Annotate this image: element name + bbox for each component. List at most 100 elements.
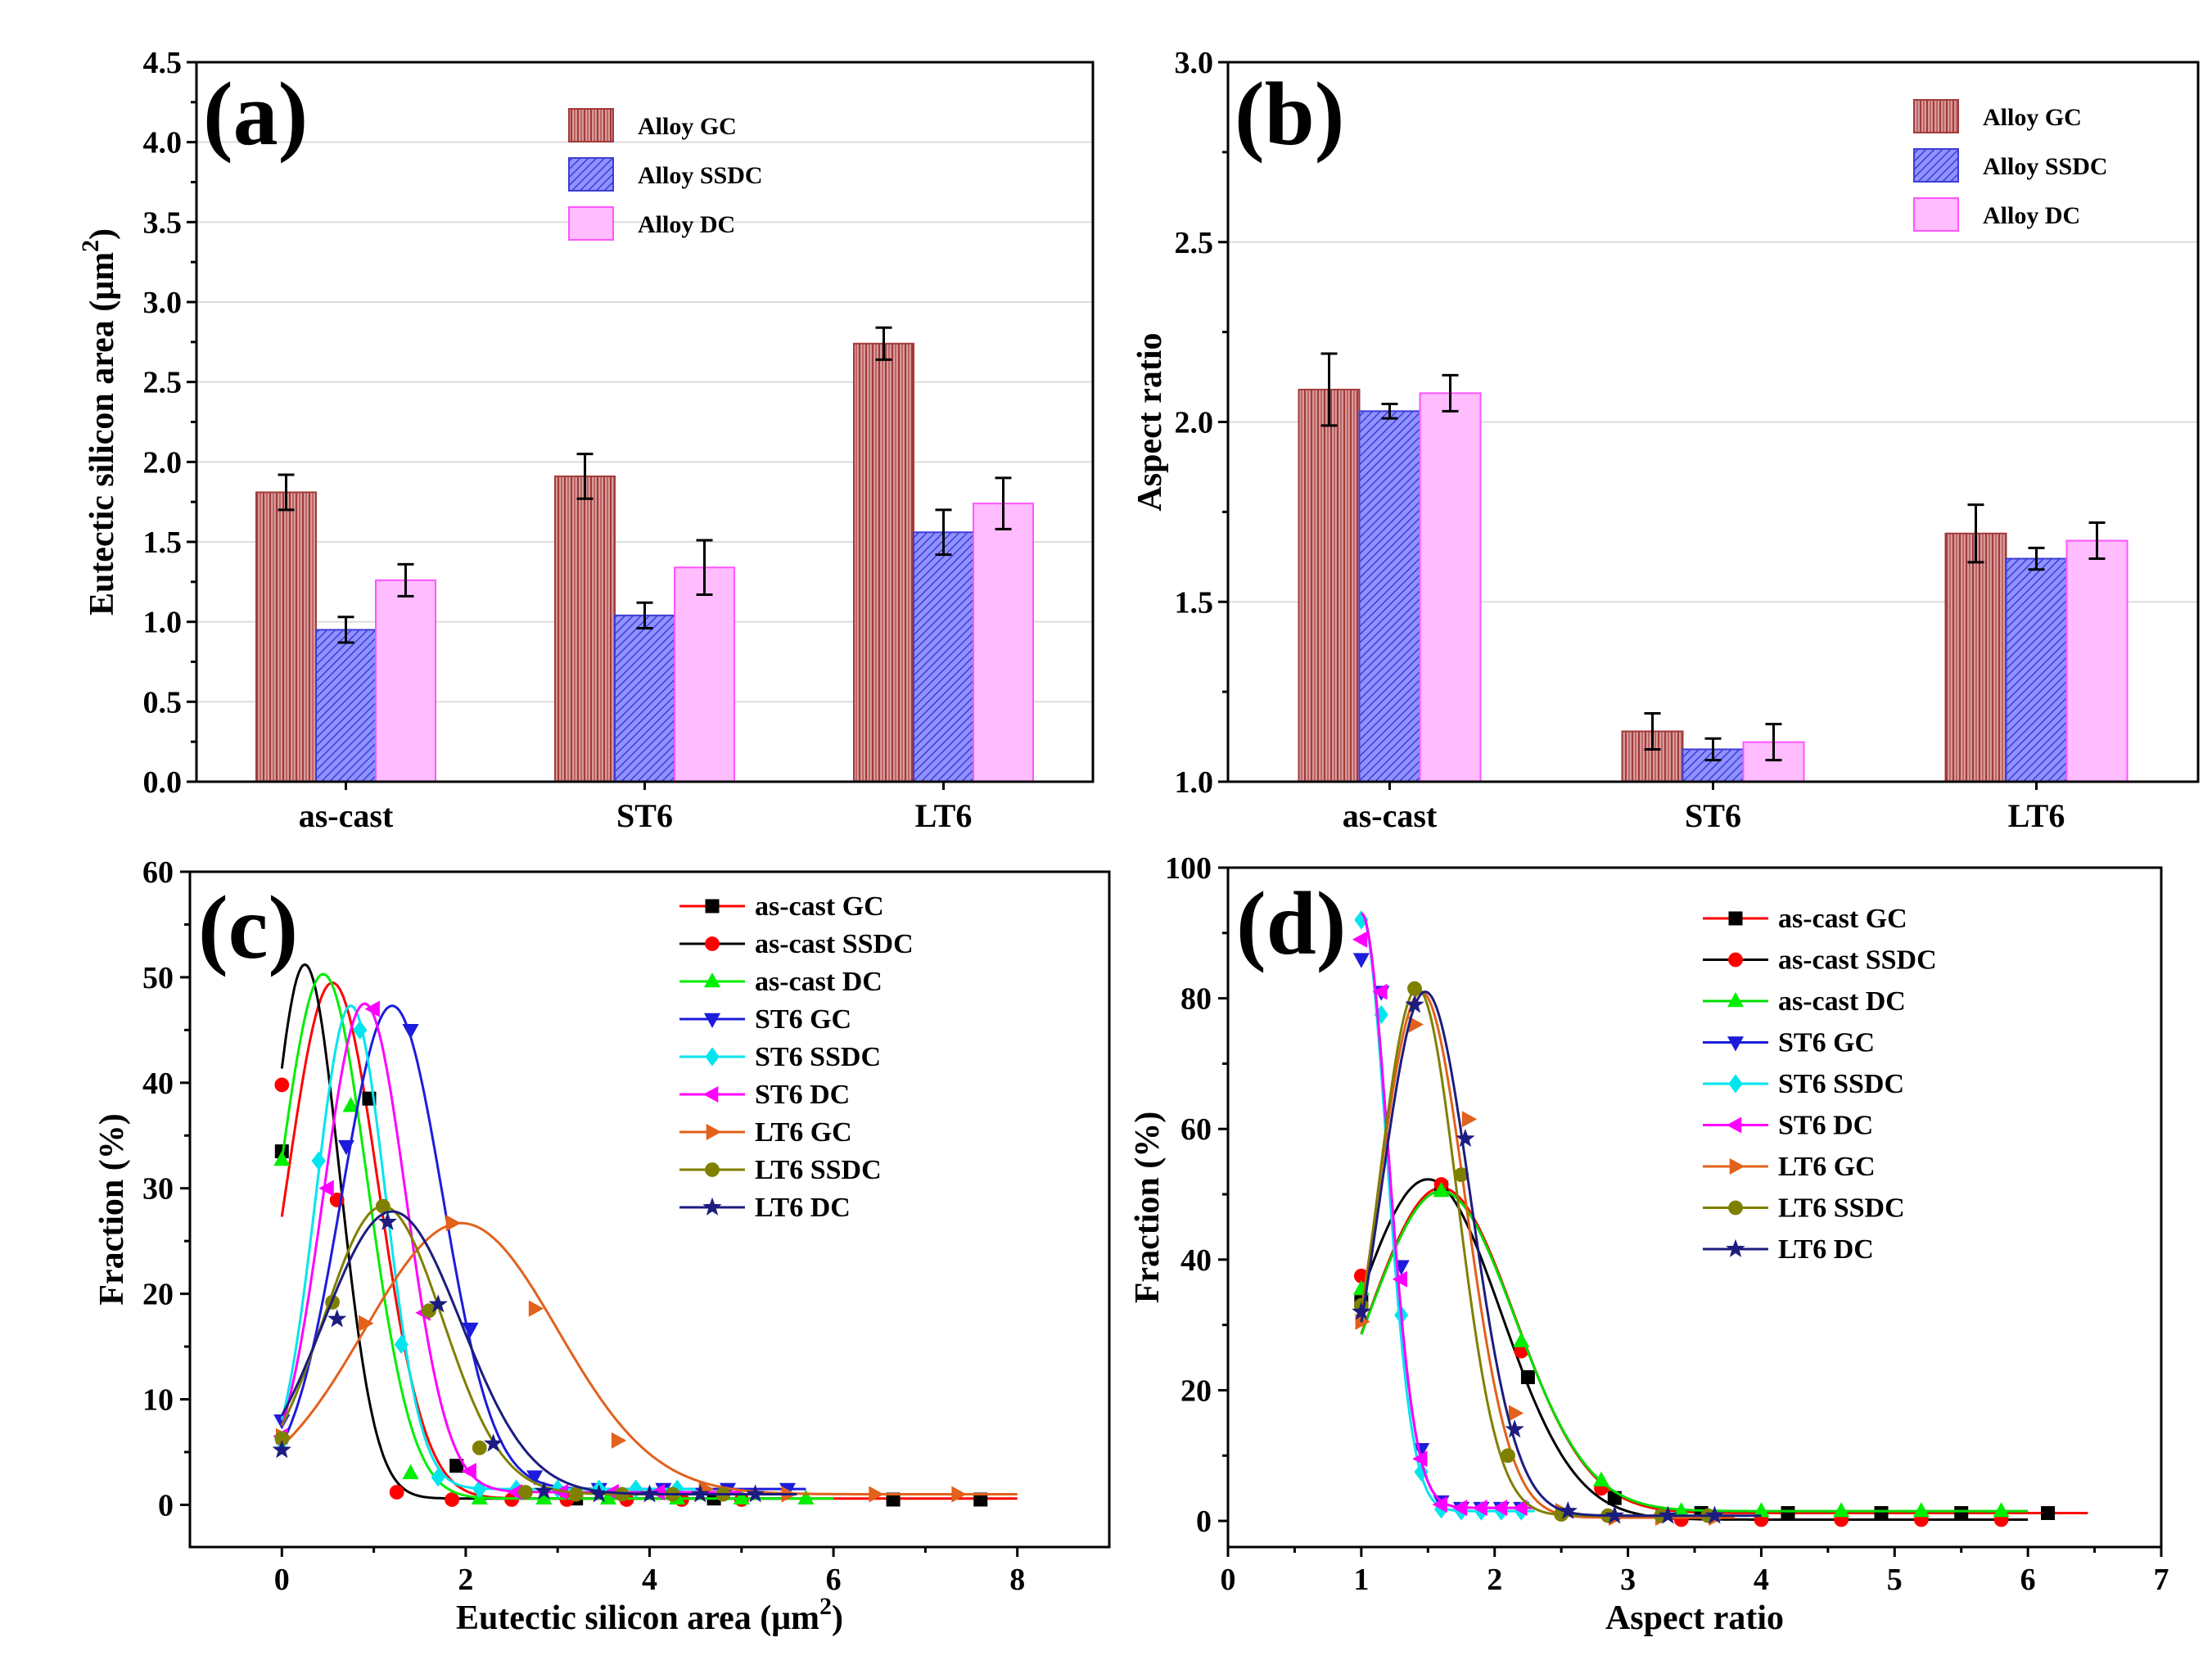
point-as-cast-dc bbox=[1433, 1182, 1450, 1198]
y-tick-label: 20 bbox=[142, 1278, 174, 1312]
legend-label-alloy-ssdc: Alloy SSDC bbox=[1983, 153, 2108, 180]
point-st6-dc bbox=[461, 1463, 476, 1480]
y-tick-label: 2.0 bbox=[143, 445, 183, 480]
legend-marker-st6-gc bbox=[703, 1013, 721, 1029]
x-tick-label: 5 bbox=[1887, 1563, 1903, 1597]
axes-frame bbox=[1226, 866, 2163, 1549]
error-bar-alloy-ssdc-st6 bbox=[1704, 737, 1722, 762]
legend-swatch-alloy-ssdc bbox=[1913, 148, 1959, 183]
point-lt6-ssdc bbox=[1407, 981, 1422, 996]
legend-label-st6-gc: ST6 GC bbox=[1778, 1028, 1875, 1058]
legend-swatch-alloy-dc bbox=[1913, 197, 1959, 232]
y-tick-label: 0.0 bbox=[143, 765, 183, 800]
y-tick-label: 3.0 bbox=[1175, 46, 1214, 80]
point-lt6-ssdc bbox=[422, 1303, 436, 1319]
x-tick-label: ST6 bbox=[616, 797, 673, 834]
point-st6-dc bbox=[1372, 983, 1388, 1000]
legend-marker-as-cast-ssdc bbox=[1728, 952, 1743, 968]
legend-marker-st6-dc bbox=[702, 1085, 719, 1103]
point-st6-gc bbox=[402, 1024, 419, 1040]
point-lt6-gc bbox=[951, 1486, 967, 1503]
x-tick-label: 4 bbox=[642, 1563, 657, 1597]
curve-lt6-dc bbox=[280, 1210, 797, 1495]
point-lt6-dc bbox=[534, 1481, 554, 1500]
y-tick-label: 3.5 bbox=[143, 205, 183, 240]
point-lt6-dc bbox=[272, 1440, 291, 1459]
curve-as-cast-dc bbox=[1360, 1189, 2029, 1513]
point-st6-dc bbox=[1451, 1500, 1468, 1517]
error-bar-alloy-gc-lt6 bbox=[1967, 503, 1984, 564]
series-lt6-dc bbox=[1352, 990, 1762, 1524]
point-as-cast-gc bbox=[2041, 1506, 2056, 1520]
bar-alloy-dc-as-cast bbox=[375, 579, 436, 783]
point-as-cast-gc bbox=[886, 1492, 901, 1507]
bar-alloy-ssdc-lt6 bbox=[2005, 557, 2068, 783]
y-tick-label: 2.5 bbox=[1175, 226, 1214, 260]
series-as-cast-gc bbox=[1354, 1180, 2088, 1520]
y-axis-label-sup: 2 bbox=[77, 240, 104, 252]
y-tick-label: 0 bbox=[1196, 1504, 1212, 1539]
error-bar-alloy-ssdc-as-cast bbox=[337, 616, 354, 644]
legend-label-as-cast-gc: as-cast GC bbox=[755, 891, 884, 922]
bar-alloy-gc-as-cast bbox=[255, 491, 317, 783]
series-lt6-dc bbox=[272, 1210, 797, 1503]
series-as-cast-ssdc bbox=[274, 963, 788, 1507]
curve-lt6-dc bbox=[1360, 990, 1762, 1518]
legend-label-st6-dc: ST6 DC bbox=[1778, 1111, 1873, 1141]
series-st6-ssdc bbox=[1354, 910, 1535, 1521]
point-st6-ssdc bbox=[472, 1479, 487, 1499]
y-tick-label: 10 bbox=[142, 1383, 174, 1418]
bar-alloy-gc-lt6 bbox=[1944, 532, 2007, 783]
error-bar-alloy-gc-lt6 bbox=[875, 326, 892, 361]
x-tick-label: 6 bbox=[2020, 1563, 2036, 1597]
error-bar-alloy-dc-lt6 bbox=[995, 476, 1012, 530]
point-st6-dc bbox=[1412, 1450, 1428, 1468]
series-lt6-gc bbox=[1355, 990, 1735, 1527]
error-bar-alloy-dc-as-cast bbox=[397, 562, 414, 598]
point-as-cast-dc bbox=[733, 1489, 750, 1504]
legend-marker-lt6-ssdc bbox=[705, 1162, 720, 1177]
series-as-cast-dc bbox=[1352, 1182, 2029, 1518]
x-tick-label: 0 bbox=[1221, 1563, 1236, 1597]
x-axis-label: Eutectic silicon area (μm2) bbox=[456, 1593, 843, 1637]
curve-as-cast-dc bbox=[280, 972, 834, 1500]
point-st6-gc bbox=[1352, 953, 1370, 968]
panel-c-chart: 0 2 4 6 8 0 10 20 30 40 50 60 Eutectic silicon area … bbox=[93, 855, 1111, 1637]
point-lt6-ssdc bbox=[517, 1485, 533, 1500]
point-as-cast-dc bbox=[1833, 1502, 1850, 1518]
legend-label-as-cast-ssdc: as-cast SSDC bbox=[755, 929, 914, 959]
legend-label-lt6-gc: LT6 GC bbox=[755, 1117, 852, 1148]
point-st6-ssdc bbox=[353, 1020, 368, 1040]
bar-alloy-dc-lt6 bbox=[973, 503, 1034, 783]
bar-alloy-ssdc-as-cast bbox=[1358, 410, 1421, 783]
legend-marker-st6-gc bbox=[1727, 1036, 1745, 1052]
legend-marker-as-cast-gc bbox=[705, 899, 720, 913]
legend-label-alloy-ssdc: Alloy SSDC bbox=[638, 162, 763, 189]
series-lt6-gc bbox=[276, 1215, 1018, 1503]
point-lt6-gc bbox=[611, 1432, 627, 1449]
legend-marker-st6-dc bbox=[1726, 1116, 1742, 1134]
y-tick-label: 40 bbox=[1180, 1243, 1212, 1278]
point-lt6-dc bbox=[377, 1211, 398, 1230]
y-tick-label: 4.0 bbox=[143, 126, 183, 160]
point-as-cast-dc bbox=[1993, 1502, 2010, 1518]
x-tick-label: 1 bbox=[1353, 1563, 1369, 1597]
point-st6-gc bbox=[462, 1322, 479, 1338]
point-st6-gc bbox=[526, 1470, 544, 1486]
legend-label-alloy-dc: Alloy DC bbox=[1983, 202, 2080, 229]
point-st6-dc bbox=[1512, 1500, 1528, 1517]
legend-label-st6-ssdc: ST6 SSDC bbox=[755, 1042, 881, 1072]
bar-alloy-ssdc-lt6 bbox=[913, 531, 974, 783]
panel-a-chart: as-cast ST6 LT6 0.0 0.5 1.0 1.5 2.0 2.5 3.0 3.5 4.0… bbox=[77, 46, 1095, 834]
point-lt6-gc bbox=[869, 1486, 884, 1503]
point-lt6-gc bbox=[359, 1315, 374, 1332]
y-tick-label: 100 bbox=[1165, 851, 1212, 886]
series-lt6-ssdc bbox=[1353, 981, 1735, 1523]
point-as-cast-ssdc bbox=[274, 1077, 290, 1093]
x-tick-label: 3 bbox=[1620, 1563, 1636, 1597]
y-tick-label: 1.0 bbox=[1175, 765, 1214, 800]
x-tick-label: LT6 bbox=[915, 797, 973, 834]
legend-label-as-cast-ssdc: as-cast SSDC bbox=[1778, 945, 1937, 976]
point-st6-dc bbox=[1392, 1270, 1408, 1288]
